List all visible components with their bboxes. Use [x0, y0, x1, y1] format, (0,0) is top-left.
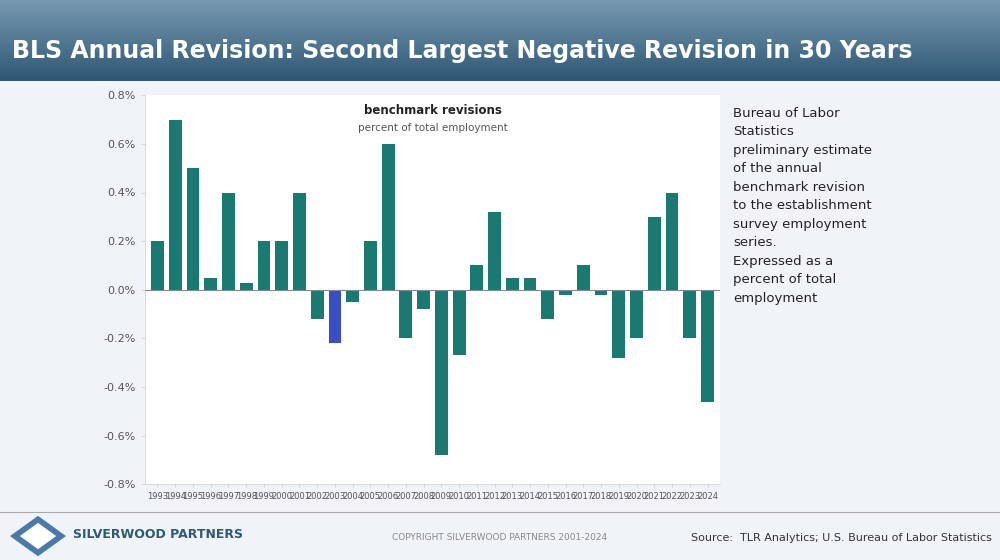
Bar [240, 282, 253, 290]
Bar [701, 290, 714, 402]
Bar [648, 217, 661, 290]
Bar [151, 241, 164, 290]
Bar [311, 290, 324, 319]
Bar [453, 290, 466, 356]
Bar [630, 290, 643, 338]
Bar [275, 241, 288, 290]
Text: BLS Annual Revision: Second Largest Negative Revision in 30 Years: BLS Annual Revision: Second Largest Nega… [12, 39, 912, 63]
Bar [577, 265, 590, 290]
Bar [559, 290, 572, 295]
Text: SILVERWOOD PARTNERS: SILVERWOOD PARTNERS [73, 528, 243, 541]
Bar [187, 168, 199, 290]
Bar [506, 278, 519, 290]
Polygon shape [10, 516, 66, 556]
Text: COPYRIGHT SILVERWOOD PARTNERS 2001-2024: COPYRIGHT SILVERWOOD PARTNERS 2001-2024 [392, 533, 608, 542]
Bar [329, 290, 341, 343]
Bar [541, 290, 554, 319]
Bar [222, 193, 235, 290]
Text: Source:  TLR Analytics; U.S. Bureau of Labor Statistics: Source: TLR Analytics; U.S. Bureau of La… [691, 533, 992, 543]
Bar [435, 290, 448, 455]
Text: Bureau of Labor
Statistics
preliminary estimate
of the annual
benchmark revision: Bureau of Labor Statistics preliminary e… [733, 107, 872, 305]
Bar [346, 290, 359, 302]
Bar [169, 119, 182, 290]
Bar [683, 290, 696, 338]
Bar [666, 193, 678, 290]
Bar [595, 290, 607, 295]
Bar [204, 278, 217, 290]
Text: benchmark revisions: benchmark revisions [364, 104, 501, 117]
Bar [364, 241, 377, 290]
Bar [612, 290, 625, 358]
Bar [293, 193, 306, 290]
Text: percent of total employment: percent of total employment [358, 123, 507, 133]
Bar [417, 290, 430, 309]
Bar [399, 290, 412, 338]
Bar [524, 278, 536, 290]
Bar [382, 144, 395, 290]
Bar [258, 241, 270, 290]
Bar [470, 265, 483, 290]
Polygon shape [20, 523, 56, 549]
Bar [488, 212, 501, 290]
